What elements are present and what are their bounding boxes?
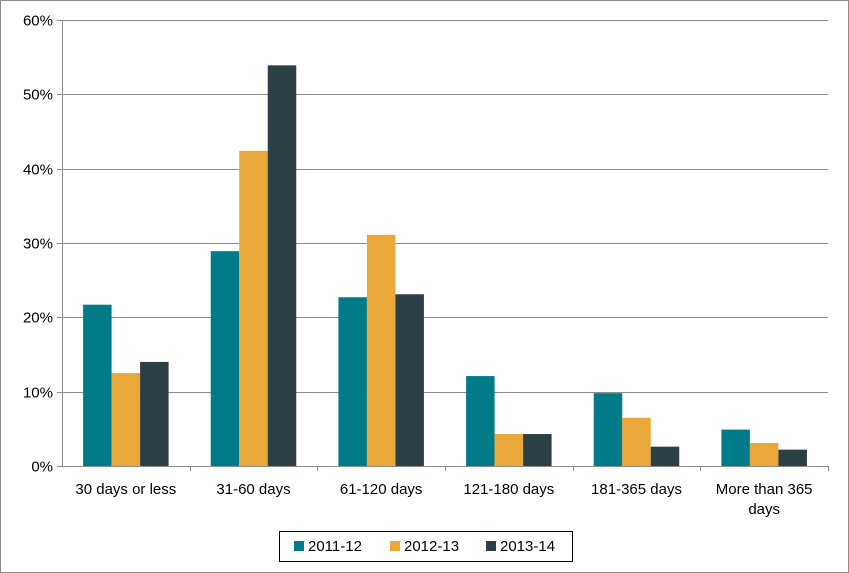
y-tick-label: 30% — [23, 236, 53, 253]
x-tick-label: days — [748, 501, 780, 518]
y-tick-label: 10% — [23, 385, 53, 402]
bar — [239, 150, 268, 466]
bar — [466, 376, 495, 466]
bar — [140, 361, 169, 466]
x-tick-labels: 30 days or less 31-60 days 61-120 days 121-… — [75, 481, 812, 518]
bar — [267, 65, 297, 467]
y-tick-label: 40% — [23, 162, 53, 179]
y-tick-labels: 0% 10% 20% 30% 40% 50% 60% — [23, 13, 53, 476]
legend: 2011-12 2012-13 2013-14 — [279, 531, 573, 562]
bars — [83, 65, 807, 467]
bar — [622, 417, 651, 466]
y-tick-label: 50% — [23, 87, 53, 104]
bar — [210, 251, 240, 466]
y-tick-label: 0% — [31, 459, 53, 476]
y-tick-label: 60% — [23, 13, 53, 30]
legend-swatch — [294, 541, 304, 551]
bar — [366, 234, 396, 466]
x-tick-label: 181-365 days — [591, 481, 682, 498]
x-tick-label: 61-120 days — [340, 481, 423, 498]
bar — [83, 304, 112, 466]
bar — [494, 434, 524, 466]
bar — [593, 393, 623, 466]
bar — [749, 442, 779, 466]
x-tick-label: 121-180 days — [463, 481, 554, 498]
axes — [57, 20, 829, 471]
x-tick-label: 31-60 days — [216, 481, 290, 498]
x-tick-label: 30 days or less — [75, 481, 176, 498]
bar — [338, 297, 367, 466]
y-tick-label: 20% — [23, 310, 53, 327]
bar — [778, 449, 807, 466]
legend-label: 2012-13 — [404, 538, 459, 555]
bar — [523, 434, 552, 466]
legend-label: 2011-12 — [308, 538, 362, 555]
gridlines — [62, 20, 828, 393]
legend-box — [279, 531, 573, 562]
bar — [721, 429, 750, 466]
bar — [650, 446, 680, 466]
legend-label: 2013-14 — [500, 538, 555, 555]
bar — [111, 373, 141, 466]
x-tick-label: More than 365 — [716, 481, 813, 498]
legend-swatch — [390, 541, 400, 551]
legend-swatch — [486, 541, 496, 551]
bar — [395, 294, 424, 466]
